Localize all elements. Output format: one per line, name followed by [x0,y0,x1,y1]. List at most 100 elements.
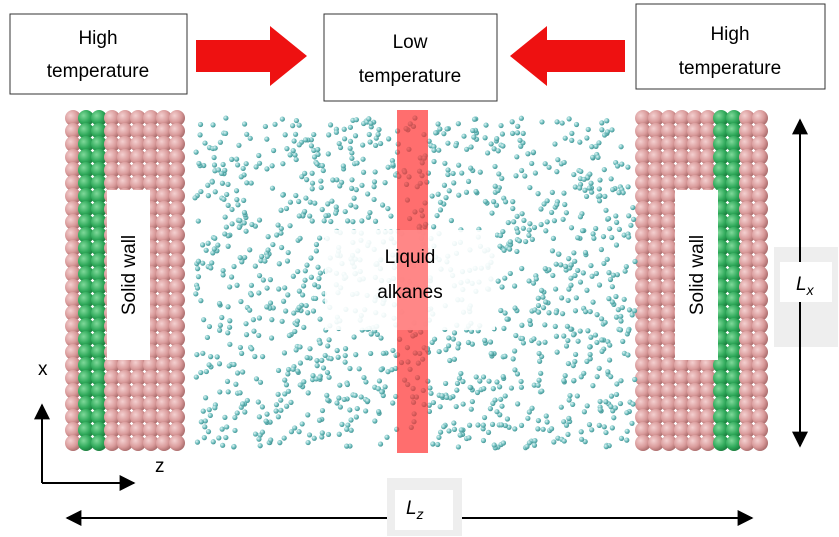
atom [223,130,229,136]
atom [674,383,690,399]
atom [299,421,305,427]
atom [317,270,323,276]
atom [117,162,133,178]
atom [345,422,351,428]
atom [554,119,560,125]
atom [674,175,690,191]
atom [687,149,703,165]
atom [284,146,290,152]
atom [326,132,332,138]
atom [256,414,262,420]
atom [211,154,217,161]
atom [226,324,233,330]
box-text: High [710,24,749,45]
atom [104,422,120,438]
atom [156,175,172,191]
atom [661,149,677,165]
atom [687,435,703,451]
atom [201,317,207,323]
atom [739,240,755,256]
atom [78,357,94,373]
atom [602,319,608,326]
atom [739,435,755,451]
atom [726,266,742,282]
atom [339,421,345,427]
atom [553,286,559,292]
atom [349,150,355,156]
atom [588,262,594,269]
atom [326,337,332,343]
atom [309,180,316,186]
atom [535,417,542,424]
atom [593,270,599,277]
atom [117,175,133,191]
atom [326,374,332,380]
atom [505,219,511,226]
atom [104,383,120,399]
atom [558,262,564,268]
atom [244,131,250,137]
atom [621,296,627,302]
atom [512,305,518,311]
atom [607,225,613,232]
atom [674,422,690,438]
atom [739,305,755,321]
atom [250,317,256,323]
atom [536,350,542,357]
atom [312,200,318,206]
atom [572,272,578,279]
atom [589,144,595,150]
atom [539,388,545,394]
atom [206,407,212,413]
atom [589,273,595,279]
atom [252,353,258,360]
atom [78,266,94,282]
atom [130,123,146,139]
atom [631,308,638,314]
atom [272,121,278,127]
atom [739,266,755,282]
atom [349,177,355,183]
atom [604,129,611,135]
atom [542,266,548,272]
atom [229,156,235,162]
atom [247,247,253,253]
atom [217,139,223,145]
atom [231,443,237,450]
atom [739,292,755,308]
atom [359,182,365,188]
atom [202,418,208,424]
atom [739,409,755,425]
atom [290,366,296,372]
atom [613,391,620,398]
atom [580,270,586,276]
atom [616,226,622,232]
atom [427,385,433,391]
atom [439,393,445,399]
atom [726,279,742,295]
atom [248,292,254,298]
atom [305,390,311,396]
atom [91,279,107,295]
atom [91,344,107,360]
atom [726,305,742,321]
atom [130,175,146,191]
atom [325,201,331,207]
atom [329,198,335,204]
dim-label: Lz [406,498,424,522]
atom [216,435,222,441]
atom [273,408,279,414]
atom [620,190,626,196]
atom [290,123,296,129]
atom [65,292,81,308]
atom [587,308,593,315]
atom [538,221,544,228]
atom [531,224,538,231]
atom [474,389,481,396]
atom [352,392,358,398]
atom [234,282,240,288]
box-right [635,3,826,90]
atom [604,256,610,262]
atom [752,201,768,217]
box-text: Low [393,32,428,53]
